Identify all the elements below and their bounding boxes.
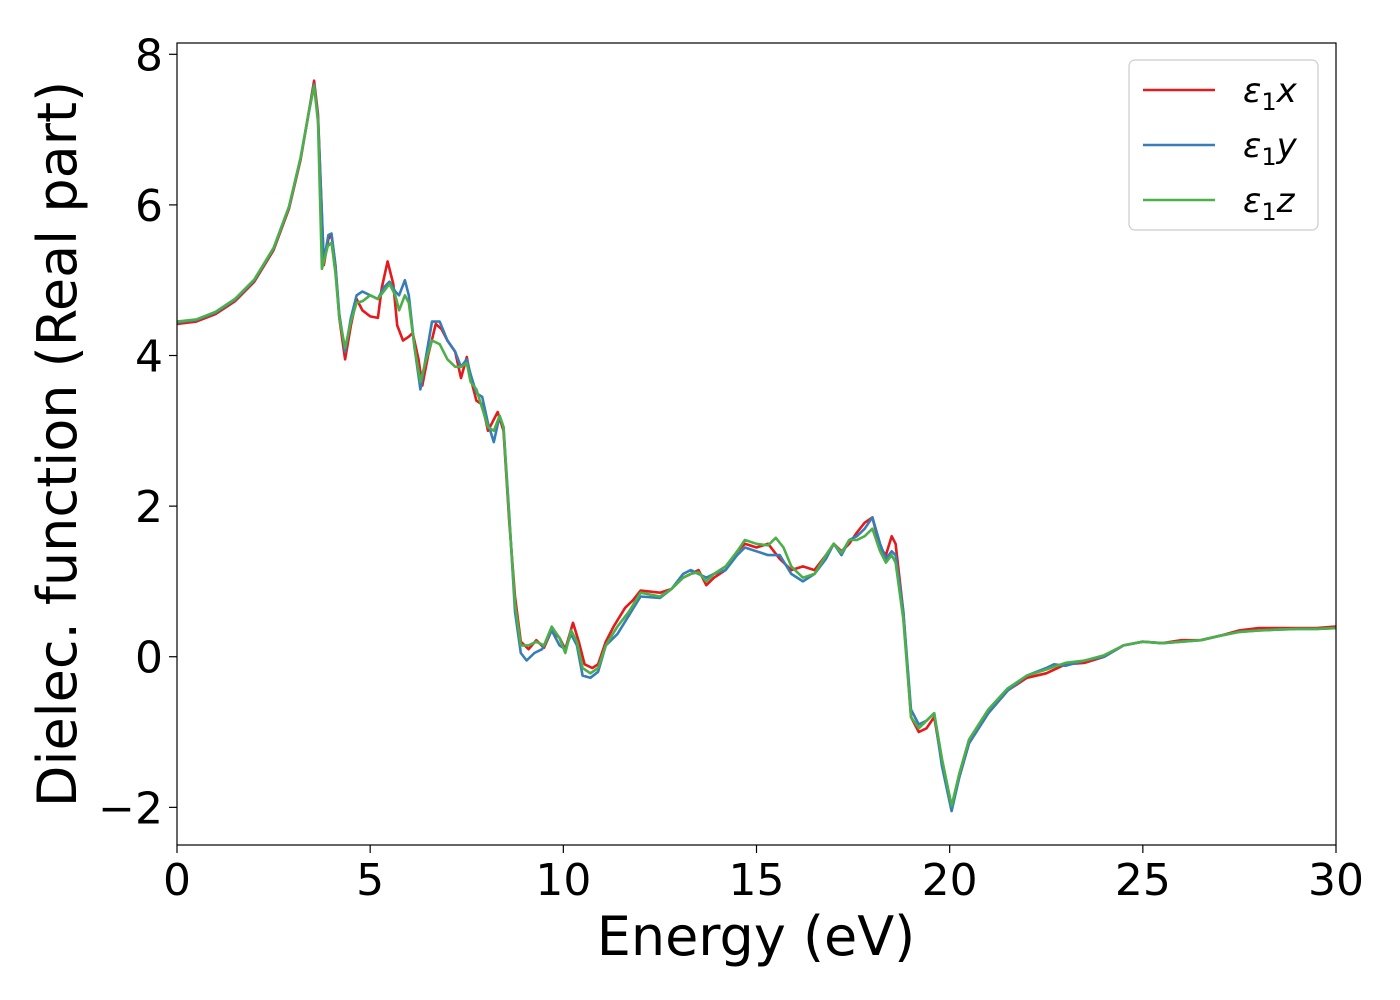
legend: ε1x ε1y ε1z	[1128, 59, 1319, 231]
y-axis-label: Dielec. function (Real part)	[26, 81, 89, 807]
x-axis-ticks: 0 5 10 15 20 25 30	[163, 845, 1364, 906]
y-tick-label: 8	[135, 30, 163, 81]
x-tick-label: 25	[1115, 855, 1171, 906]
y-tick-label: 4	[135, 332, 163, 383]
y-axis-ticks: −2 0 2 4 6 8	[98, 30, 177, 834]
legend-label-z: ε1z	[1243, 181, 1296, 226]
x-tick-label: 10	[535, 855, 591, 906]
series-line-y	[177, 83, 1336, 813]
x-tick-label: 30	[1308, 855, 1364, 906]
x-tick-label: 0	[163, 855, 191, 906]
y-tick-label: 6	[135, 181, 163, 232]
y-tick-label: 2	[135, 482, 163, 533]
x-tick-label: 20	[922, 855, 978, 906]
y-tick-label: 0	[135, 633, 163, 684]
series-line-z	[177, 84, 1336, 808]
y-tick-label: −2	[98, 783, 163, 834]
legend-label-x: ε1x	[1243, 71, 1298, 116]
legend-label-y: ε1y	[1243, 126, 1298, 171]
x-tick-label: 5	[356, 855, 384, 906]
x-tick-label: 15	[729, 855, 785, 906]
series-layer	[177, 79, 1336, 813]
legend-frame	[1128, 59, 1319, 231]
x-axis-label: Energy (eV)	[597, 905, 916, 968]
